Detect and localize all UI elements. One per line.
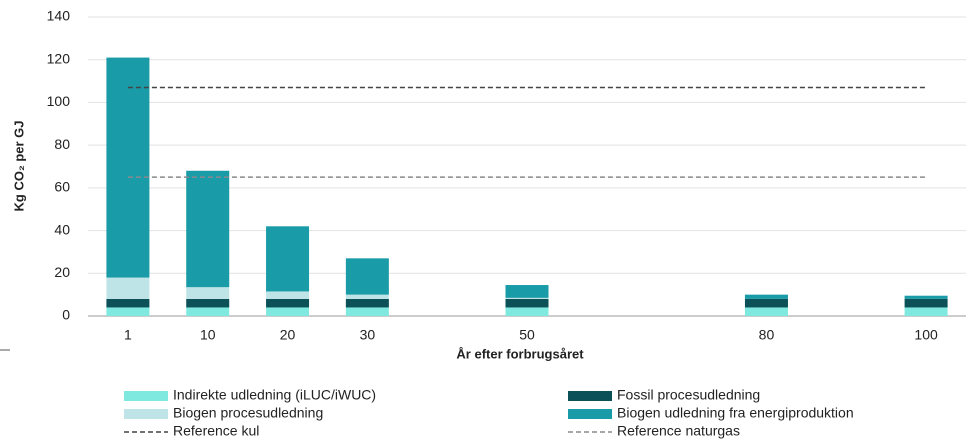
x-tick-label: 100	[914, 327, 938, 343]
y-tick-label: 100	[47, 93, 71, 109]
bar-segment	[505, 297, 549, 299]
y-axis-label: Kg CO₂ per GJ	[11, 120, 26, 211]
y-tick-label: 20	[54, 264, 70, 280]
x-tick-label: 10	[200, 327, 216, 343]
bar-segment	[744, 298, 788, 308]
bar-segment	[186, 307, 230, 316]
legend-label: Reference kul	[173, 423, 259, 439]
bar-segment	[106, 298, 150, 308]
x-axis-label: År efter forbrugsåret	[456, 346, 584, 361]
bar-segment	[345, 294, 389, 299]
x-tick-label: 80	[759, 327, 775, 343]
y-tick-label: 140	[47, 8, 71, 24]
bar-segment	[106, 57, 150, 278]
bar-segment	[345, 307, 389, 316]
bar-segment	[744, 294, 788, 299]
bar-segment	[266, 307, 310, 316]
bar-segment	[266, 291, 310, 299]
legend-label: Indirekte udledning (iLUC/iWUC)	[173, 387, 376, 403]
bar-segment	[904, 295, 948, 299]
legend-swatch	[124, 409, 168, 419]
bar-segment	[505, 298, 549, 308]
bar-segment	[186, 170, 230, 288]
bar-segment	[266, 226, 310, 292]
bar-segment	[106, 307, 150, 316]
bar-segment	[106, 277, 150, 299]
bar-segment	[904, 307, 948, 316]
legend-swatch	[568, 409, 612, 419]
bar-segment	[505, 285, 549, 298]
legend-label: Reference naturgas	[617, 423, 740, 439]
y-tick-label: 0	[62, 307, 70, 323]
bar-segment	[505, 307, 549, 316]
bar-segment	[345, 298, 389, 308]
legend-label: Fossil procesudledning	[617, 387, 760, 403]
y-tick-label: 80	[54, 136, 70, 152]
bar-segment	[266, 298, 310, 308]
bar-segment	[904, 298, 948, 308]
legend-swatch	[124, 391, 168, 401]
x-tick-label: 20	[280, 327, 296, 343]
bar-segment	[744, 307, 788, 316]
x-tick-label: 50	[519, 327, 535, 343]
legend-label: Biogen udledning fra energiproduktion	[617, 405, 854, 421]
bar-segment	[345, 258, 389, 295]
legend-label: Biogen procesudledning	[173, 405, 323, 421]
x-tick-label: 30	[360, 327, 376, 343]
y-tick-label: 40	[54, 221, 70, 237]
legend-swatch	[568, 391, 612, 401]
bar-segment	[186, 298, 230, 308]
y-tick-label: 60	[54, 179, 70, 195]
bar-segment	[186, 287, 230, 299]
x-tick-label: 1	[124, 327, 132, 343]
y-tick-label: 120	[47, 50, 71, 66]
